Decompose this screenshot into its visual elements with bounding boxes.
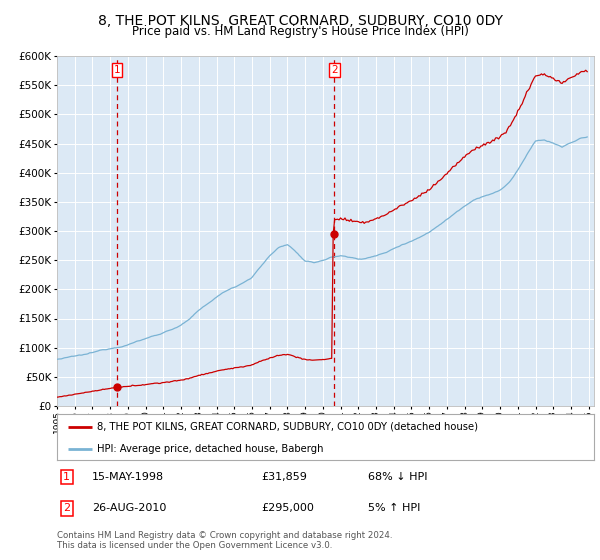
Text: £31,859: £31,859 — [261, 472, 307, 482]
Text: 2: 2 — [331, 65, 338, 74]
Text: 1: 1 — [113, 65, 120, 74]
Text: 26-AUG-2010: 26-AUG-2010 — [92, 503, 166, 514]
Text: Contains HM Land Registry data © Crown copyright and database right 2024.
This d: Contains HM Land Registry data © Crown c… — [57, 531, 392, 550]
Text: 68% ↓ HPI: 68% ↓ HPI — [368, 472, 428, 482]
Text: 15-MAY-1998: 15-MAY-1998 — [92, 472, 164, 482]
Text: 8, THE POT KILNS, GREAT CORNARD, SUDBURY, CO10 0DY: 8, THE POT KILNS, GREAT CORNARD, SUDBURY… — [97, 14, 503, 28]
Text: Price paid vs. HM Land Registry's House Price Index (HPI): Price paid vs. HM Land Registry's House … — [131, 25, 469, 38]
Text: 5% ↑ HPI: 5% ↑ HPI — [368, 503, 421, 514]
Text: 8, THE POT KILNS, GREAT CORNARD, SUDBURY, CO10 0DY (detached house): 8, THE POT KILNS, GREAT CORNARD, SUDBURY… — [97, 422, 478, 432]
Text: 1: 1 — [63, 472, 70, 482]
Text: HPI: Average price, detached house, Babergh: HPI: Average price, detached house, Babe… — [97, 444, 324, 454]
Text: £295,000: £295,000 — [261, 503, 314, 514]
Text: 2: 2 — [63, 503, 70, 514]
